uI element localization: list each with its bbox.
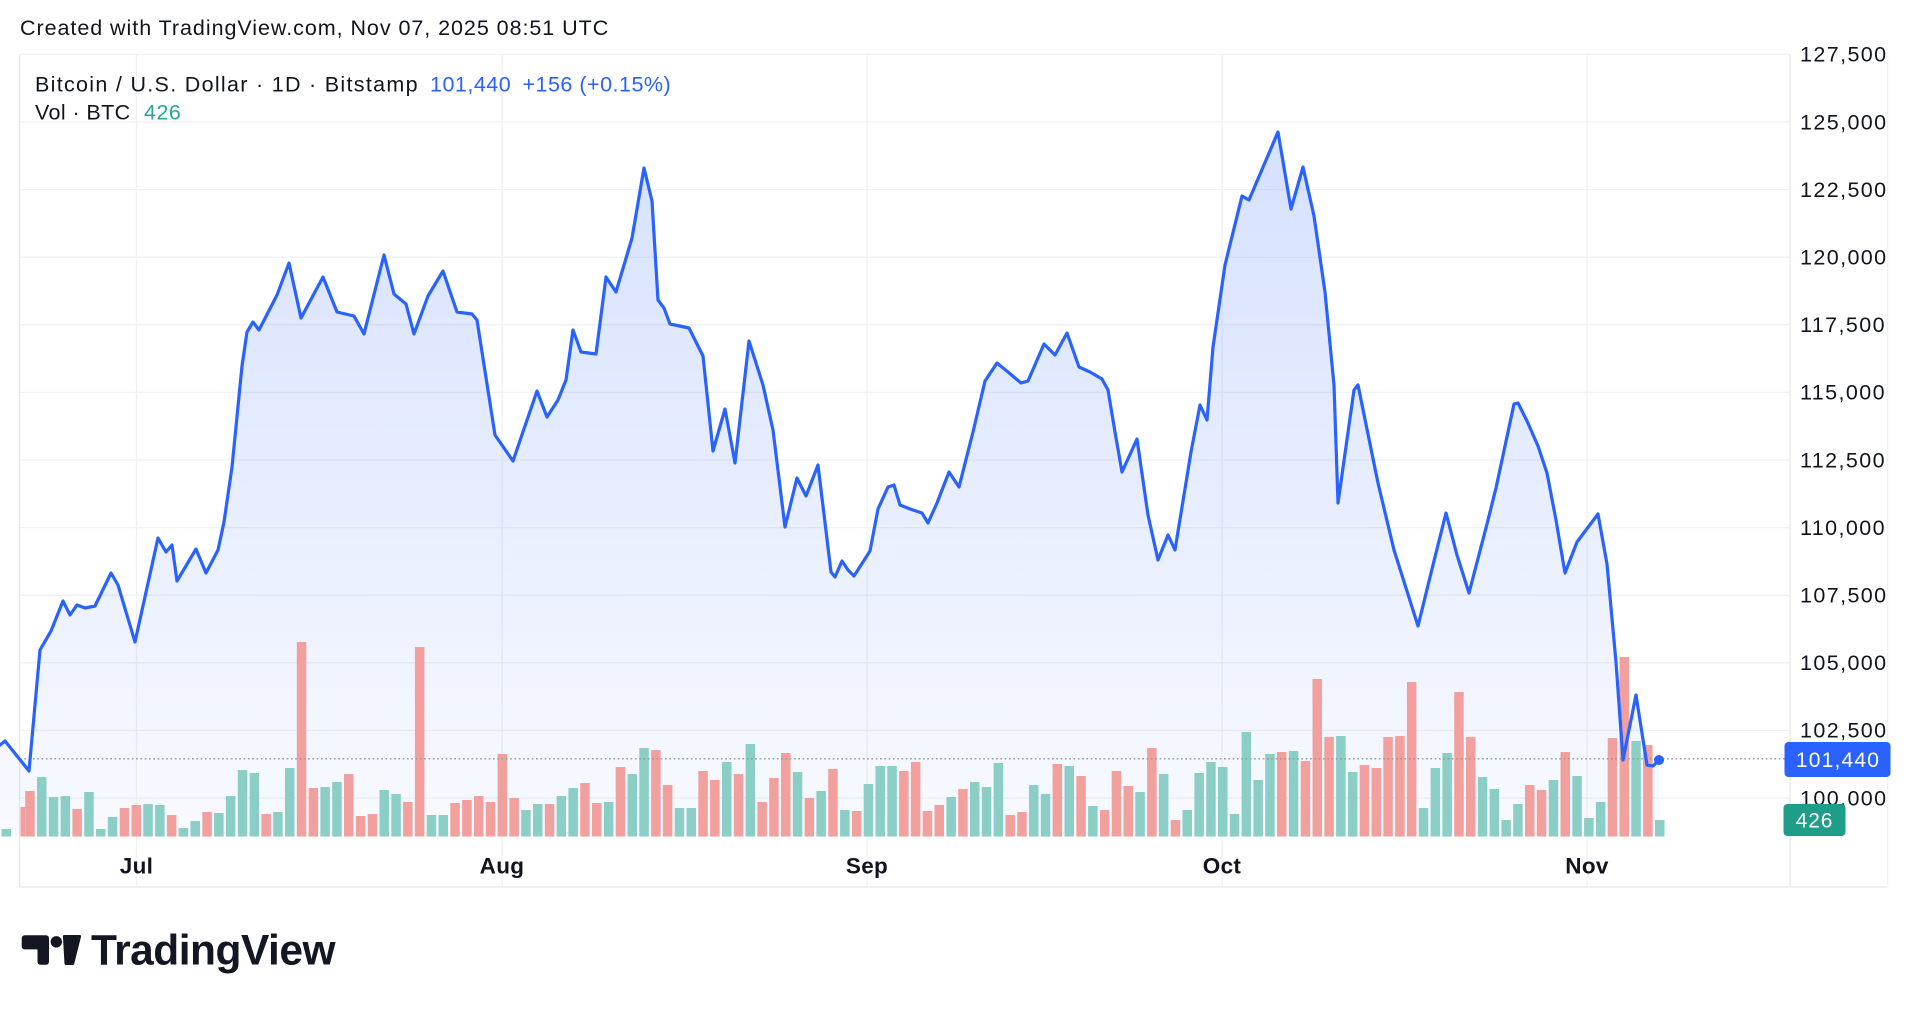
svg-text:426: 426	[1796, 810, 1833, 833]
svg-text:102,500: 102,500	[1800, 719, 1888, 743]
svg-text:117,500: 117,500	[1800, 313, 1886, 337]
svg-text:127,500: 127,500	[1800, 43, 1888, 67]
svg-text:107,500: 107,500	[1800, 584, 1888, 608]
svg-text:110,000: 110,000	[1800, 516, 1886, 540]
svg-text:125,000: 125,000	[1800, 110, 1888, 134]
svg-text:101,440: 101,440	[1796, 749, 1880, 772]
svg-text:Oct: Oct	[1203, 854, 1242, 879]
svg-text:426: 426	[144, 101, 181, 125]
svg-text:Aug: Aug	[480, 854, 525, 879]
svg-text:Vol · BTC: Vol · BTC	[35, 101, 131, 125]
svg-text:Jul: Jul	[120, 854, 153, 879]
svg-text:101,440 +156 (+0.15%): 101,440 +156 (+0.15%)	[430, 73, 671, 97]
svg-text:TradingView: TradingView	[91, 928, 337, 975]
svg-text:115,000: 115,000	[1800, 381, 1886, 405]
svg-text:105,000: 105,000	[1800, 651, 1888, 675]
svg-text:122,500: 122,500	[1800, 178, 1888, 202]
svg-text:Sep: Sep	[846, 854, 888, 879]
svg-text:120,000: 120,000	[1800, 246, 1888, 270]
svg-text:Created with TradingView.com,: Created with TradingView.com, Nov 07, 20…	[20, 16, 609, 40]
svg-text:Nov: Nov	[1565, 854, 1609, 879]
svg-text:Bitcoin / U.S. Dollar · 1D · B: Bitcoin / U.S. Dollar · 1D · Bitstamp	[35, 73, 419, 97]
svg-text:112,500: 112,500	[1800, 448, 1886, 472]
